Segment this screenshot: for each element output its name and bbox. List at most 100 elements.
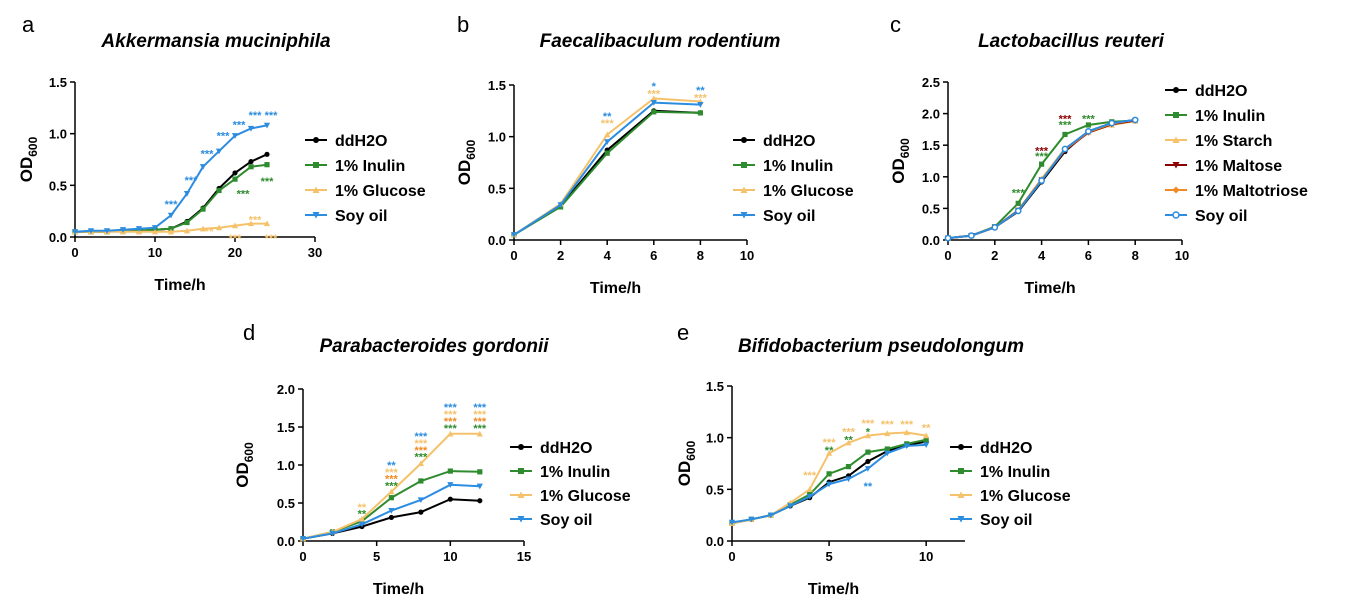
legend-label: 1% Maltose — [1195, 158, 1282, 175]
legend: ddH2O 1% Inulin 1% Starch 1% Maltose 1% Malt… — [1165, 83, 1308, 225]
data-point — [447, 430, 454, 437]
chart-panel-e: e Bifidobacterium pseudolongum 0 5 10 0.0 0.5 1… — [675, 320, 1071, 598]
significance-label: *** — [185, 175, 199, 187]
data-point — [884, 430, 891, 437]
significance-label: *** — [473, 423, 487, 435]
legend-swatch-marker — [517, 516, 525, 523]
data-point — [263, 220, 271, 227]
data-point — [151, 225, 159, 231]
x-tick-label: 2 — [991, 248, 998, 263]
y-tick-label: 1.5 — [488, 78, 506, 93]
x-tick-label: 2 — [557, 248, 564, 263]
significance-label: *** — [473, 409, 487, 421]
data-point — [417, 460, 424, 467]
data-point — [263, 122, 271, 129]
data-point — [388, 495, 394, 501]
data-point — [884, 446, 890, 452]
significance-label: *** — [444, 416, 458, 428]
legend-label: 1% Inulin — [763, 158, 833, 175]
x-tick-label: 0 — [728, 549, 735, 564]
y-tick-label: 1.0 — [922, 170, 940, 185]
data-point — [748, 516, 755, 523]
data-point — [388, 514, 394, 521]
legend: ddH2O 1% Inulin 1% Glucose Soy oil — [950, 440, 1071, 529]
data-point — [944, 234, 952, 242]
data-point — [651, 109, 657, 115]
legend-label: 1% Inulin — [980, 464, 1050, 481]
data-point — [103, 228, 111, 234]
data-point — [825, 450, 833, 456]
x-tick-label: 8 — [1132, 248, 1139, 263]
data-point — [806, 493, 813, 500]
legend: ddH2O 1% Inulin 1% Glucose Soy oil — [510, 440, 631, 529]
y-tick-label: 0.5 — [488, 181, 506, 196]
y-tick-label: 0.0 — [49, 230, 67, 245]
x-tick-label: 5 — [373, 549, 380, 564]
x-tick-label: 4 — [604, 248, 612, 263]
significance-label: ** — [387, 460, 396, 472]
y-axis-label-main: OD — [455, 160, 474, 186]
y-axis-label-main: OD — [675, 461, 694, 487]
x-axis-label: Time/h — [1024, 280, 1075, 297]
data-point — [358, 515, 366, 522]
significance-label: *** — [1059, 119, 1073, 131]
significance-label: *** — [1012, 188, 1026, 200]
significance-label: *** — [601, 118, 615, 130]
data-point — [903, 443, 910, 450]
data-point — [604, 131, 611, 138]
legend-label: ddH2O — [540, 440, 592, 457]
significance-label: *** — [1035, 145, 1049, 157]
data-point — [264, 162, 270, 168]
data-point — [923, 442, 930, 448]
data-point — [119, 227, 127, 233]
data-point — [1108, 119, 1116, 127]
significance-label: *** — [414, 438, 428, 450]
legend-label: Soy oil — [335, 208, 387, 225]
y-tick-label: 0.0 — [922, 233, 940, 248]
data-point — [447, 496, 453, 502]
significance-label: *** — [861, 418, 875, 430]
x-tick-label: 0 — [299, 549, 306, 564]
legend-swatch-marker — [517, 491, 525, 498]
y-tick-label: 0.5 — [277, 496, 295, 511]
x-tick-label: 5 — [825, 549, 832, 564]
data-point — [477, 469, 483, 475]
x-tick-label: 4 — [1038, 248, 1046, 263]
significance-label: *** — [265, 110, 279, 122]
data-point — [447, 482, 454, 488]
panel-letter: d — [243, 320, 255, 345]
legend-swatch-marker — [741, 137, 747, 143]
y-tick-label: 2.0 — [922, 107, 940, 122]
significance-label: *** — [842, 426, 856, 438]
data-point — [418, 478, 424, 484]
data-point — [923, 432, 930, 439]
data-point — [71, 229, 79, 235]
y-tick-label: 1.0 — [49, 127, 67, 142]
legend-label: ddH2O — [980, 440, 1032, 457]
legend-swatch-marker — [958, 468, 964, 474]
significance-label: *** — [237, 189, 251, 201]
legend-swatch-marker — [313, 162, 319, 168]
data-point — [231, 133, 239, 139]
data-point — [864, 466, 872, 472]
y-tick-label: 1.5 — [277, 420, 295, 435]
significance-label: *** — [265, 233, 279, 245]
legend-label: ddH2O — [763, 133, 815, 150]
significance-label: *** — [201, 226, 215, 238]
legend-swatch-marker — [957, 516, 965, 523]
x-axis-label: Time/h — [590, 280, 641, 297]
significance-label: *** — [233, 119, 247, 131]
x-tick-label: 10 — [148, 245, 162, 260]
series-3 — [71, 122, 271, 235]
x-tick-label: 0 — [71, 245, 78, 260]
data-point — [728, 519, 736, 526]
significance-label: *** — [823, 437, 837, 449]
legend-label: 1% Starch — [1195, 133, 1272, 150]
panel-letter: c — [890, 12, 901, 37]
chart-title: Bifidobacterium pseudolongum — [738, 336, 1024, 357]
y-axis-label: OD600 — [17, 136, 40, 182]
data-point — [476, 483, 483, 490]
x-axis-label: Time/h — [154, 277, 205, 294]
series-3 — [299, 482, 483, 542]
